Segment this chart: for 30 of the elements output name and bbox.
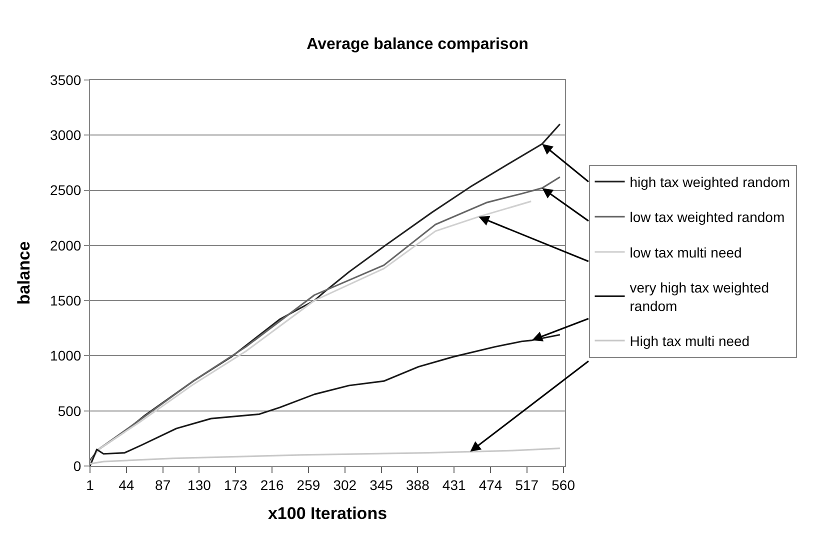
legend-label: very high tax weighted random bbox=[630, 280, 770, 314]
legend-label: High tax multi need bbox=[630, 332, 750, 349]
x-tick-label: 474 bbox=[478, 476, 502, 493]
y-tick-label: 0 bbox=[73, 458, 82, 474]
y-tick-label: 2000 bbox=[50, 237, 82, 254]
legend-label: low tax multi need bbox=[630, 244, 742, 260]
y-tick-label: 3000 bbox=[50, 127, 82, 144]
x-tick-label: 216 bbox=[260, 476, 284, 493]
x-tick-label: 259 bbox=[296, 476, 320, 493]
x-tick-label: 1 bbox=[86, 476, 94, 493]
y-tick-label: 1500 bbox=[50, 292, 82, 308]
x-tick-label: 560 bbox=[552, 476, 576, 493]
x-tick-label: 44 bbox=[118, 476, 134, 493]
x-tick-label: 517 bbox=[515, 476, 539, 493]
x-tick-label: 87 bbox=[155, 476, 171, 493]
y-tick-label: 3500 bbox=[50, 72, 82, 88]
x-tick-label: 431 bbox=[442, 476, 466, 493]
y-axis-title: balance bbox=[14, 241, 34, 305]
x-tick-label: 173 bbox=[224, 476, 248, 493]
chart-title: Average balance comparison bbox=[306, 36, 528, 54]
x-tick-label: 302 bbox=[333, 476, 357, 493]
legend-label: high tax weighted random bbox=[630, 174, 790, 190]
x-tick-label: 130 bbox=[188, 476, 212, 493]
x-tick-label: 388 bbox=[406, 476, 430, 493]
y-tick-label: 500 bbox=[58, 402, 82, 419]
y-tick-label: 1000 bbox=[50, 348, 82, 364]
y-tick-label: 2500 bbox=[50, 182, 82, 198]
x-tick-label: 345 bbox=[370, 476, 394, 493]
legend-label: low tax weighted random bbox=[630, 209, 785, 226]
x-axis-title: x100 Iterations bbox=[268, 504, 388, 524]
